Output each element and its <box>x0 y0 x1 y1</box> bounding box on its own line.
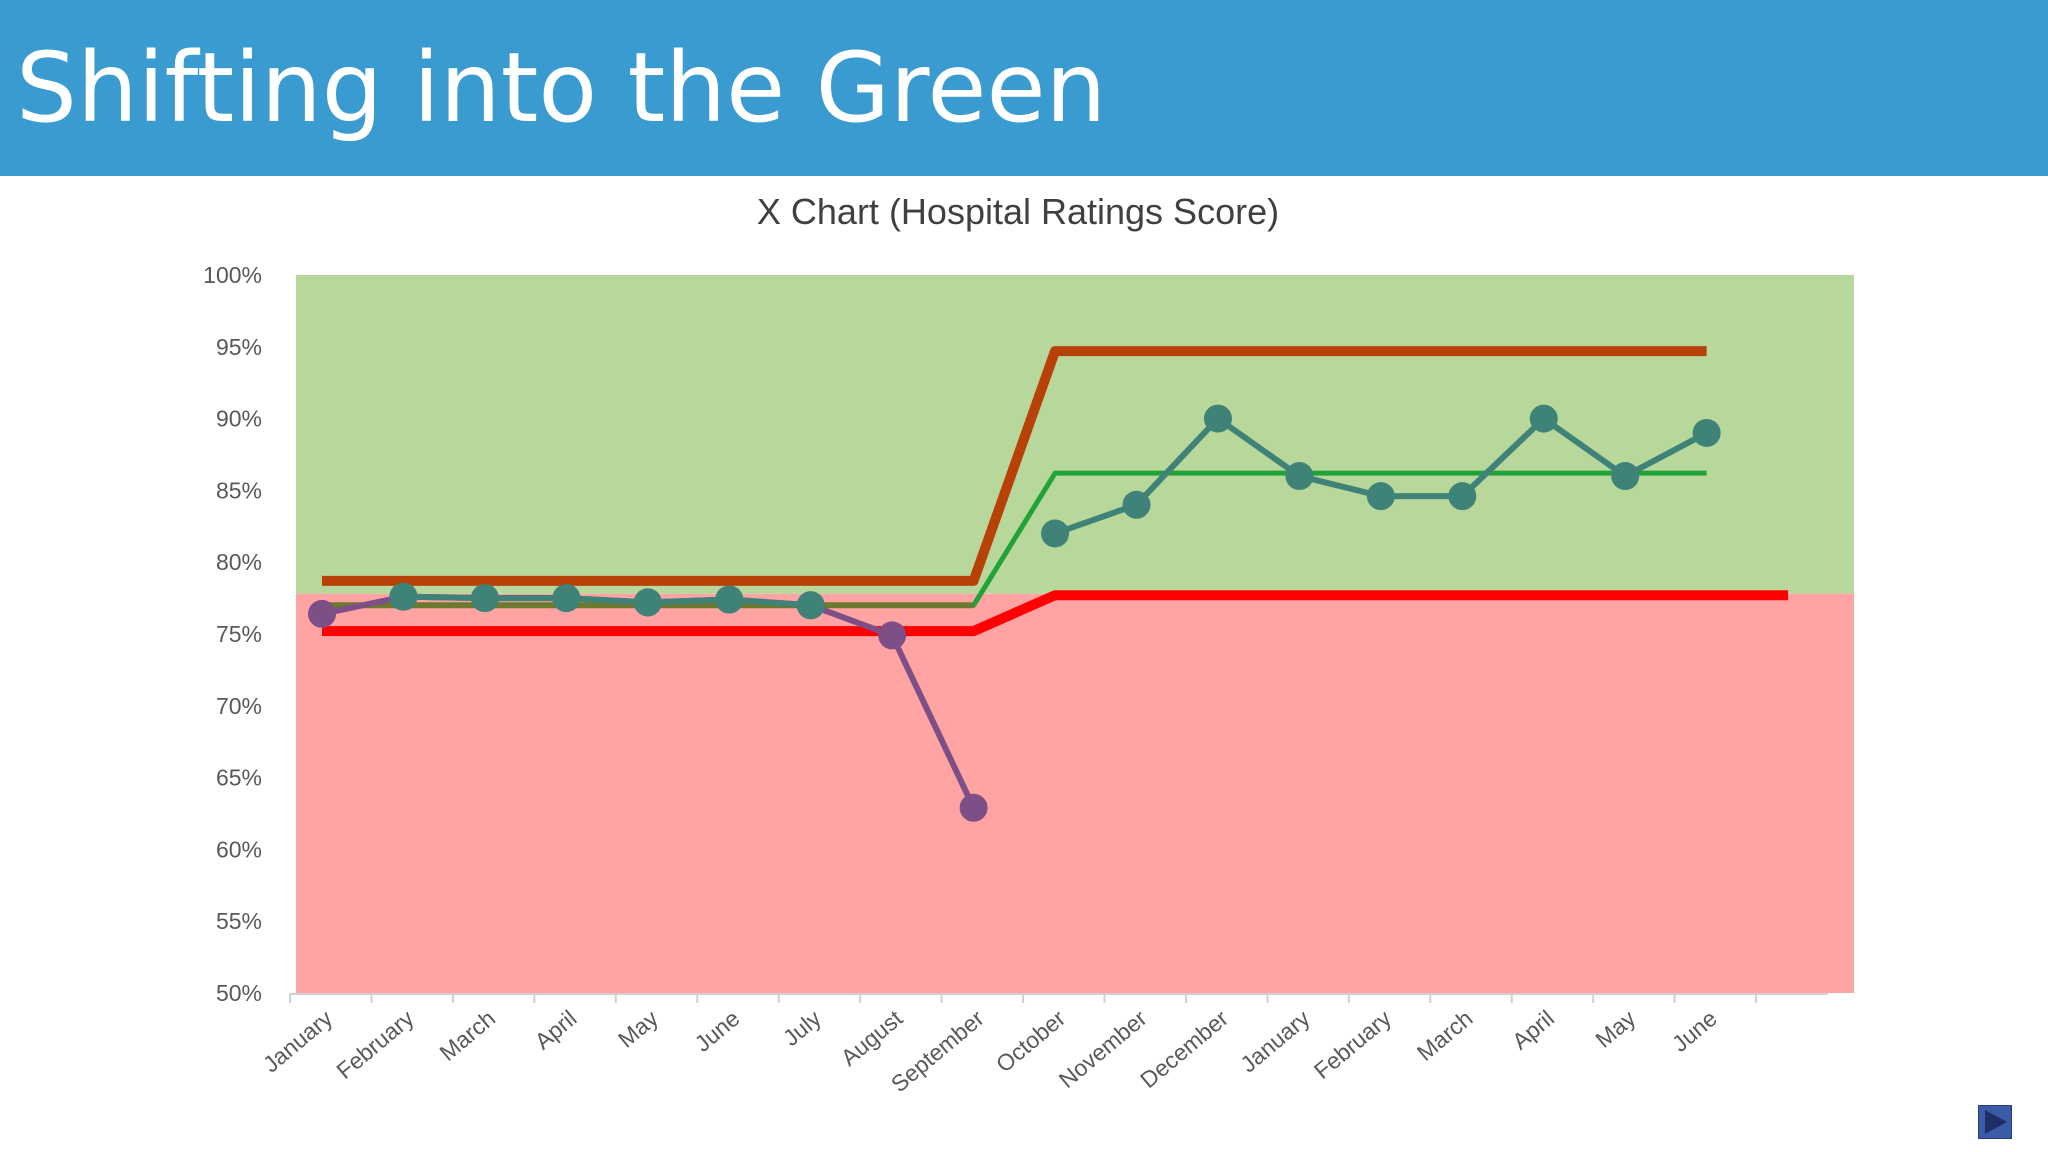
limit-lines-layer <box>322 346 1789 637</box>
chart-title: X Chart (Hospital Ratings Score) <box>757 191 1279 232</box>
y-tick-label: 95% <box>216 334 262 360</box>
y-tick-label: 75% <box>216 621 262 647</box>
y-tick-label: 80% <box>216 549 262 575</box>
x-tick-label: April <box>1507 1005 1559 1054</box>
zones-layer <box>296 275 1854 993</box>
x-tick-label: February <box>331 1005 419 1084</box>
x-tick-label: March <box>434 1005 500 1066</box>
data-point <box>470 584 499 613</box>
green-zone <box>296 275 1854 594</box>
data-point <box>308 599 336 628</box>
data-point <box>1366 482 1395 511</box>
play-triangle-icon <box>1985 1110 2007 1134</box>
slide-title: Shifting into the Green <box>16 32 1107 144</box>
x-tick-label: June <box>690 1005 745 1057</box>
x-tick-label: February <box>1309 1005 1397 1084</box>
data-point <box>878 621 907 650</box>
y-tick-label: 50% <box>216 980 262 1006</box>
y-tick-label: 65% <box>216 765 262 791</box>
series-layer <box>308 404 1721 822</box>
y-tick-label: 60% <box>216 836 262 862</box>
data-point <box>715 585 744 614</box>
data-point <box>552 584 581 613</box>
y-tick-label: 90% <box>216 406 262 432</box>
red-zone <box>296 593 1854 993</box>
data-point <box>796 591 825 620</box>
x-tick-label: January <box>258 1005 338 1078</box>
x-tick-label: November <box>1054 1005 1152 1093</box>
data-point <box>1529 404 1558 433</box>
x-tick-label: August <box>836 1005 908 1071</box>
data-point <box>1285 462 1314 491</box>
y-tick-label: 70% <box>216 693 262 719</box>
data-point <box>1611 462 1640 491</box>
x-tick-label: April <box>530 1005 582 1054</box>
x-tick-label: March <box>1412 1005 1478 1066</box>
x-tick-label: July <box>778 1005 826 1052</box>
data-point <box>1203 404 1232 433</box>
x-tick-label: June <box>1667 1005 1722 1057</box>
data-point <box>1448 482 1477 511</box>
next-slide-button[interactable] <box>1978 1105 2012 1139</box>
data-point <box>1692 418 1721 447</box>
x-tick-label: May <box>613 1005 663 1053</box>
x-tick-label: October <box>991 1005 1071 1078</box>
data-point <box>633 588 662 617</box>
upper-limit-line <box>322 346 1707 586</box>
data-point <box>389 582 418 611</box>
slide-header: Shifting into the Green <box>0 0 2048 176</box>
y-tick-label: 100% <box>203 262 262 288</box>
x-tick-label: January <box>1235 1005 1315 1078</box>
y-tick-label: 85% <box>216 477 262 503</box>
x-tick-label: May <box>1590 1005 1640 1053</box>
x-tick-label: December <box>1135 1005 1233 1093</box>
y-tick-label: 55% <box>216 908 262 934</box>
data-point <box>1122 490 1151 519</box>
lower-limit-line <box>322 590 1789 637</box>
x-chart: X Chart (Hospital Ratings Score) 50% 55% 6… <box>203 191 1854 1097</box>
data-point <box>1041 519 1070 548</box>
data-point <box>959 793 988 822</box>
